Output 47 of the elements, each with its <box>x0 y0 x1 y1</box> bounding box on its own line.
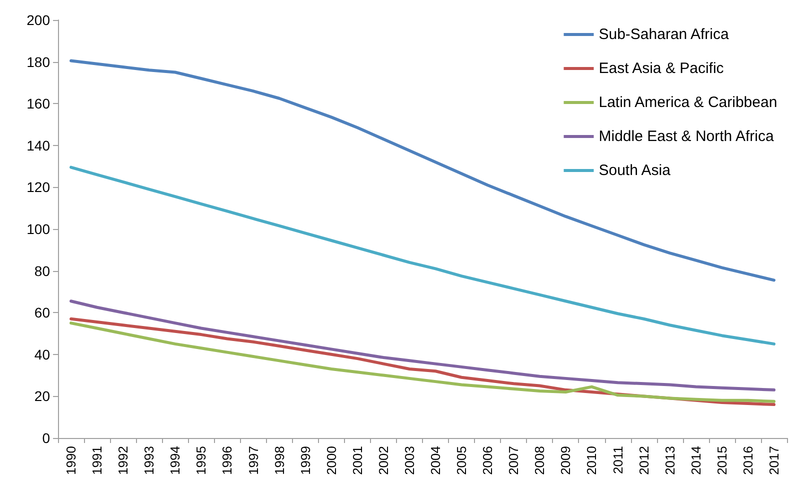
x-tick-label: 2014 <box>688 446 704 475</box>
x-tick-label: 1999 <box>298 446 313 475</box>
y-tick-label: 60 <box>34 304 50 321</box>
x-tick-label: 2005 <box>454 446 470 475</box>
line-series <box>70 59 776 282</box>
y-tick-label: 160 <box>26 96 50 112</box>
x-tick-label: 2003 <box>402 446 417 475</box>
legend-label: Latin America & Caribbean <box>598 94 778 111</box>
x-tick-label: 2013 <box>662 446 678 475</box>
y-tick-label: 120 <box>26 179 50 196</box>
x-tick-label: 2008 <box>532 446 548 475</box>
line-series <box>70 166 776 346</box>
x-tick-label: 2001 <box>350 446 365 475</box>
legend-label: South Asia <box>598 162 672 179</box>
x-tick-label: 2012 <box>636 446 652 475</box>
x-tick-label: 1993 <box>142 446 157 475</box>
x-tick-label: 1994 <box>168 446 183 475</box>
x-tick-label: 1991 <box>90 446 105 475</box>
x-tick-label: 2016 <box>740 446 756 475</box>
x-tick-label: 2000 <box>324 446 339 475</box>
x-tick-label: 2002 <box>376 446 391 475</box>
y-tick-label: 0 <box>42 430 50 446</box>
x-tick-label: 2010 <box>584 446 600 475</box>
x-tick-label: 2007 <box>506 446 522 475</box>
x-tick-label: 1995 <box>194 446 209 475</box>
y-tick-label: 80 <box>34 262 50 279</box>
x-tick-label: 2017 <box>766 446 782 475</box>
y-tick-label: 140 <box>26 137 50 154</box>
y-tick-label: 180 <box>26 54 50 70</box>
x-tick-label: 2011 <box>610 446 626 474</box>
y-tick-label: 200 <box>26 12 50 28</box>
x-tick-label: 2015 <box>714 446 730 475</box>
y-tick-label: 100 <box>26 221 50 237</box>
x-tick-label: 1992 <box>116 446 131 475</box>
x-tick-label: 1998 <box>272 446 287 475</box>
legend-label: East Asia & Pacific <box>598 60 724 77</box>
x-tick-label: 2006 <box>480 446 496 475</box>
line-series <box>70 300 776 392</box>
x-tick-label: 1997 <box>246 446 261 475</box>
y-tick-label: 20 <box>34 388 50 404</box>
y-tick-label: 40 <box>34 346 50 362</box>
x-tick-label: 1996 <box>220 446 235 475</box>
legend-label: Sub-Saharan Africa <box>598 26 730 43</box>
x-tick-label: 1990 <box>64 446 79 475</box>
x-tick-label: 2009 <box>558 446 574 475</box>
x-tick-label: 2004 <box>428 446 444 475</box>
legend-label: Middle East & North Africa <box>598 128 774 145</box>
